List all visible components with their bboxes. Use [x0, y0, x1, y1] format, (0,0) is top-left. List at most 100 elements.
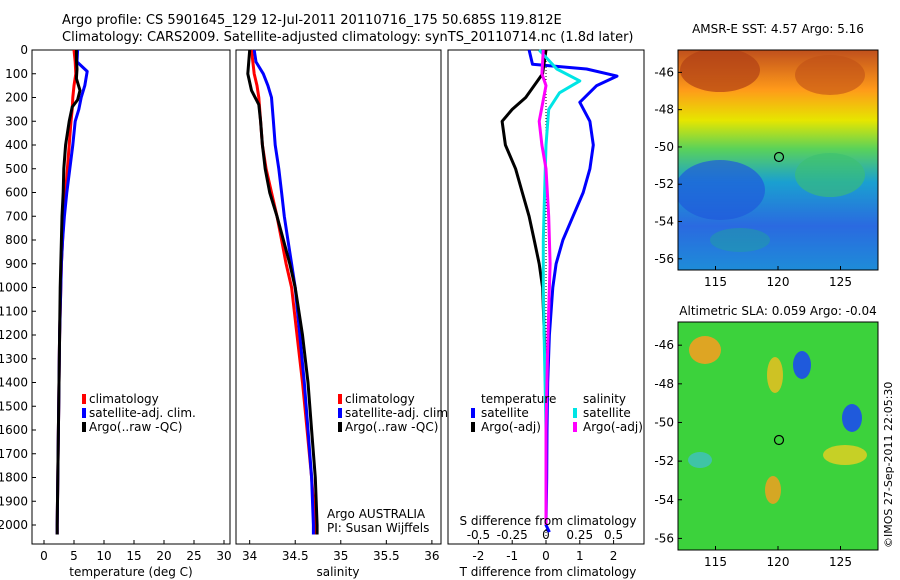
s-difference-x-axis: -0.5 -0.25 0 0.25 0.5 [467, 528, 623, 542]
depth-tick-label: 600 [5, 186, 28, 200]
legend-label-temp-argo: Argo(-adj) [481, 420, 541, 434]
sst-map-title: AMSR-E SST: 4.57 Argo: 5.16 [692, 22, 864, 36]
x-tick-label: 10 [96, 549, 111, 563]
depth-tick-label: 400 [5, 138, 28, 152]
lat-tick-label: -56 [654, 531, 674, 545]
legend-swatch-argo [82, 422, 86, 432]
depth-tick-label: 200 [5, 91, 28, 105]
depth-tick-label: 1000 [0, 281, 28, 295]
depth-tick-label: 1500 [0, 399, 28, 413]
series-line [537, 49, 552, 525]
series-line [246, 49, 319, 535]
lat-tick-label: -48 [654, 377, 674, 391]
depth-tick-label: 1300 [0, 352, 28, 366]
argo-location-marker [773, 434, 785, 446]
x-tick-label: 25 [186, 549, 201, 563]
x-tick-label: 1 [576, 549, 584, 563]
figure-title-line2: Climatology: CARS2009. Satellite-adjuste… [62, 30, 634, 45]
salinity-x-label: salinity [316, 565, 359, 579]
credit-text: ©IMOS 27-Sep-2011 22:05:30 [882, 382, 895, 548]
legend-label-satellite: satellite-adj. clim. [345, 406, 452, 420]
lat-tick-label: -46 [654, 338, 674, 352]
legend-swatch-climatology [82, 394, 86, 404]
x-tick-label: 30 [216, 549, 231, 563]
s-difference-x-label: S difference from climatology [460, 514, 637, 528]
figure-title-line1: Argo profile: CS 5901645_129 12-Jul-2011… [62, 13, 562, 28]
legend-swatch-temp-satellite [471, 408, 475, 418]
legend-swatch-sal-argo [573, 422, 577, 432]
lat-tick-label: -50 [654, 415, 674, 429]
legend-swatch-sal-satellite [573, 408, 577, 418]
argo-location-marker [773, 151, 785, 163]
x-tick-label: -1 [506, 549, 518, 563]
x2-tick-label: 0.25 [566, 528, 593, 542]
sst-map: AMSR-E SST: 4.57 Argo: 5.16 -46 -48 -50 -52… [654, 22, 879, 289]
temperature-panel: 0100200300400500600700800900100011001200… [0, 43, 452, 579]
legend-label-temp-satellite: satellite [481, 406, 529, 420]
temperature-x-axis: 0 5 10 15 20 25 30 [40, 540, 232, 563]
depth-tick-label: 0 [20, 43, 28, 57]
depth-tick-label: 900 [5, 257, 28, 271]
x-tick-label: -2 [472, 549, 484, 563]
sla-low-blob [688, 452, 712, 468]
depth-axis: 0 100 200 300 400 500 600 700 800 900 1000 1100 1200… [0, 43, 452, 532]
legend-label-climatology: climatology [89, 392, 159, 406]
lon-tick-label: 125 [829, 555, 852, 569]
lat-tick-label: -50 [654, 140, 674, 154]
sla-high-blob [689, 336, 721, 364]
x-tick-label: 0 [542, 549, 550, 563]
sla-low-blob [842, 404, 862, 432]
lon-tick-label: 115 [704, 555, 727, 569]
x-tick-label: 0 [40, 549, 48, 563]
salinity-plot-frame [235, 49, 442, 545]
sst-green-blob [710, 228, 770, 252]
argo-program-annotation: Argo AUSTRALIA [327, 507, 426, 521]
lat-tick-label: -48 [654, 103, 674, 117]
sla-low-blob [793, 351, 811, 379]
sla-longitude-axis: 115 120 125 [704, 546, 852, 569]
t-difference-x-axis: -2 -1 0 1 2 [472, 540, 617, 563]
sst-latitude-axis: -46 -48 -50 -52 -54 -56 [654, 65, 682, 266]
sla-map-title: Altimetric SLA: 0.059 Argo: -0.04 [679, 304, 876, 318]
sst-cool-blob [678, 160, 765, 220]
x-tick-label: 5 [70, 549, 78, 563]
lat-tick-label: -54 [654, 493, 674, 507]
depth-tick-label: 500 [5, 162, 28, 176]
legend-label-satellite: satellite-adj. clim. [89, 406, 196, 420]
sla-high-blob [767, 357, 783, 393]
legend-title-salinity: salinity [583, 392, 626, 406]
sla-high-blob [823, 445, 867, 465]
x2-tick-label: -0.5 [467, 528, 490, 542]
sst-warm-blob [795, 55, 865, 95]
salinity-legend: climatology satellite-adj. clim. Argo(..… [338, 392, 452, 434]
series-line [252, 49, 315, 535]
depth-tick-label: 2000 [0, 518, 28, 532]
sla-high-blob [765, 476, 781, 504]
temperature-x-label: temperature (deg C) [69, 565, 192, 579]
lat-tick-label: -46 [654, 65, 674, 79]
x2-tick-label: 0.5 [604, 528, 623, 542]
lat-tick-label: -52 [654, 177, 674, 191]
depth-tick-label: 1400 [0, 376, 28, 390]
temperature-plot-frame [31, 49, 231, 545]
depth-tick-label: 1800 [0, 471, 28, 485]
depth-tick-label: 1600 [0, 423, 28, 437]
depth-tick-label: 1900 [0, 494, 28, 508]
series-line [55, 50, 82, 535]
depth-tick-label: 1100 [0, 304, 28, 318]
x-tick-label: 36 [424, 549, 439, 563]
difference-legend: temperature satellite Argo(-adj) salinit… [471, 392, 643, 434]
lon-tick-label: 120 [767, 275, 790, 289]
legend-swatch-climatology [338, 394, 342, 404]
sla-map: Altimetric SLA: 0.059 Argo: -0.04 -46 -48… [654, 304, 879, 569]
x-tick-label: 35.5 [373, 549, 400, 563]
pi-annotation: PI: Susan Wijffels [327, 521, 429, 535]
lon-tick-label: 120 [767, 555, 790, 569]
depth-tick-label: 100 [5, 67, 28, 81]
sla-latitude-axis: -46 -48 -50 -52 -54 -56 [654, 338, 682, 545]
x-tick-label: 20 [156, 549, 171, 563]
depth-tick-label: 1200 [0, 328, 28, 342]
legend-label-climatology: climatology [345, 392, 415, 406]
depth-tick-label: 1700 [0, 447, 28, 461]
legend-label-argo: Argo(..raw -QC) [345, 420, 438, 434]
